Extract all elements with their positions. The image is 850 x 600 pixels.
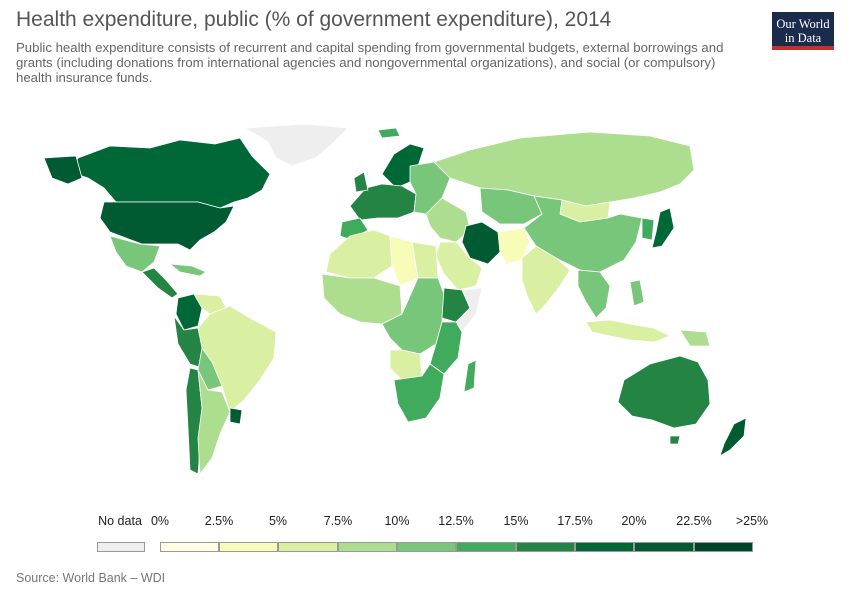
region-caribbean[interactable] (169, 263, 207, 277)
region-middle-east[interactable] (425, 197, 471, 243)
region-southern-africa[interactable] (393, 363, 445, 423)
region-united-states[interactable] (99, 201, 235, 251)
legend-tick-label: 20% (621, 514, 647, 528)
region-japan[interactable] (651, 207, 675, 249)
region-papua-new-guinea[interactable] (679, 329, 711, 347)
region-russia[interactable] (433, 131, 695, 207)
logo-line-2: in Data (784, 31, 822, 45)
region-libya[interactable] (389, 235, 419, 287)
region-madagascar[interactable] (463, 359, 477, 393)
legend-tick-label: 5% (268, 514, 288, 528)
legend-swatch[interactable] (160, 542, 219, 552)
legend-swatch[interactable] (397, 542, 456, 552)
region-southeast-asia[interactable] (577, 269, 611, 319)
legend-tick-label: 10% (384, 514, 410, 528)
legend-swatch[interactable] (575, 542, 634, 552)
legend-labels: No data 0% 2.5% 5% 7.5% 10% 12.5% 15% 17… (0, 514, 850, 534)
region-uruguay[interactable] (229, 407, 243, 425)
region-united-kingdom[interactable] (353, 171, 369, 193)
region-iran[interactable] (461, 221, 501, 265)
legend-swatch[interactable] (516, 542, 575, 552)
legend-swatch[interactable] (219, 542, 278, 552)
legend-swatch[interactable] (694, 542, 753, 552)
region-west-africa[interactable] (321, 273, 403, 325)
legend-tick-label: 15% (503, 514, 529, 528)
legend-tick-label: 17.5% (557, 514, 593, 528)
region-argentina[interactable] (197, 369, 231, 475)
chart-subtitle: Public health expenditure consists of re… (16, 40, 724, 85)
chart-title: Health expenditure, public (% of governm… (16, 8, 612, 31)
legend-tick-label: 22.5% (676, 514, 712, 528)
source-note: Source: World Bank – WDI (16, 571, 166, 585)
region-central-america[interactable] (141, 267, 179, 299)
logo-line-1: Our World (776, 17, 830, 31)
region-china[interactable] (523, 195, 643, 273)
region-mexico[interactable] (109, 235, 161, 273)
legend-no-data-swatch[interactable] (97, 542, 145, 552)
region-saudi-arabia[interactable] (435, 241, 483, 291)
legend-tick-label: 7.5% (323, 514, 353, 528)
legend-color-bar (0, 542, 850, 554)
region-angola[interactable] (389, 349, 423, 381)
region-philippines[interactable] (629, 279, 645, 307)
region-bolivia[interactable] (197, 347, 223, 391)
legend-tick-label: 2.5% (204, 514, 234, 528)
region-iceland[interactable] (377, 127, 401, 139)
region-north-africa[interactable] (325, 229, 393, 279)
region-canada[interactable] (69, 137, 271, 209)
legend-swatch[interactable] (278, 542, 338, 552)
region-kazakhstan[interactable] (479, 187, 543, 225)
owid-logo[interactable]: Our World in Data (772, 12, 834, 50)
region-new-zealand[interactable] (719, 417, 747, 457)
region-indonesia[interactable] (585, 319, 671, 343)
region-korea[interactable] (641, 217, 655, 241)
world-map[interactable] (30, 118, 820, 498)
legend-tick-label: >25% (735, 514, 769, 528)
region-tasmania[interactable] (669, 435, 681, 445)
region-alaska[interactable] (43, 155, 83, 185)
region-australia[interactable] (617, 355, 711, 429)
legend-no-data-label: No data (98, 514, 142, 528)
legend-tick-label: 0% (150, 514, 170, 528)
region-greenland[interactable] (244, 123, 349, 167)
legend-swatch[interactable] (456, 542, 516, 552)
legend-tick-label: 12.5% (438, 514, 474, 528)
region-india[interactable] (521, 245, 571, 315)
legend-swatch[interactable] (634, 542, 694, 552)
legend-swatch[interactable] (338, 542, 397, 552)
